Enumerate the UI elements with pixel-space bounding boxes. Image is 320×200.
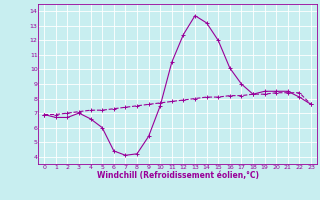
X-axis label: Windchill (Refroidissement éolien,°C): Windchill (Refroidissement éolien,°C) xyxy=(97,171,259,180)
